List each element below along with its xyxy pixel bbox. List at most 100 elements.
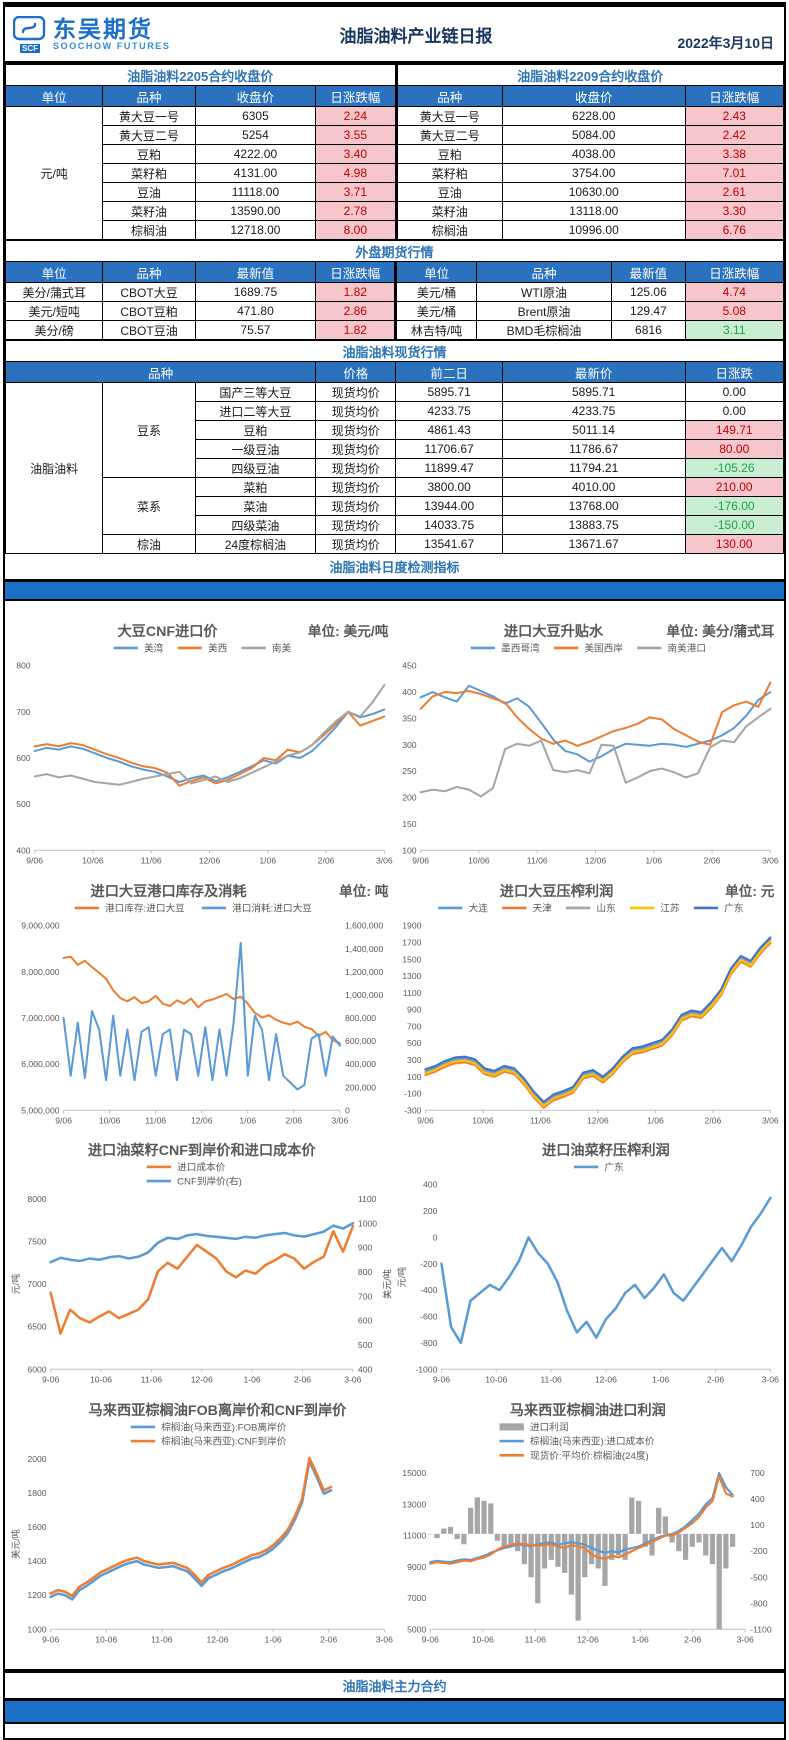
svg-text:3/06: 3/06 (331, 1115, 348, 1125)
svg-text:美元/吨: 美元/吨 (381, 1269, 392, 1299)
daily-change: 2.42 (684, 125, 785, 145)
svg-text:9/06: 9/06 (412, 855, 429, 865)
product-name: 豆油 (394, 182, 503, 202)
svg-text:600,000: 600,000 (345, 1036, 376, 1046)
spot-market-quotes: 油脂油料现货行情 品种 价格 前二日 最新价 日涨跌 油脂油料 豆系 国产三等大豆 现货均价 589… (4, 340, 784, 554)
svg-text:墨西哥湾: 墨西哥湾 (501, 642, 540, 654)
svg-text:13000: 13000 (402, 1499, 426, 1509)
svg-text:9-06: 9-06 (42, 1634, 59, 1644)
chart-canvas-palm-fob-cnf: 马来西亚棕榈油FOB离岸价和CNF到岸价棕榈油(马来西亚):FOB离岸价棕榈油(… (10, 1402, 393, 1644)
svg-text:进口油菜籽压榨利润: 进口油菜籽压榨利润 (542, 1142, 670, 1159)
svg-text:10-06: 10-06 (485, 1375, 507, 1385)
chart-title-rapeseed-crush-margin: 进口油菜籽压榨利润 (542, 1142, 670, 1159)
price-type: 现货均价 (315, 458, 397, 478)
series-美国西岸 (419, 681, 771, 747)
series-南美 (33, 684, 386, 786)
svg-text:进口成本价: 进口成本价 (177, 1162, 225, 1174)
svg-text:港口消耗:进口大豆: 港口消耗:进口大豆 (232, 902, 312, 914)
daily-change: 4.74 (684, 282, 785, 302)
svg-text:500: 500 (358, 1340, 373, 1350)
svg-text:700: 700 (358, 1291, 373, 1301)
series-进口利润 (427, 1497, 735, 1630)
latest-price: 11786.67 (501, 439, 686, 459)
table-row: 棕油 24度棕榈油 现货均价 13541.67 13671.67 130.00 (6, 534, 784, 554)
prev-price: 13541.67 (395, 534, 503, 554)
chart-title-port-inventory-consumption: 进口大豆港口库存及消耗 单位: 吨 (91, 883, 389, 900)
prev-price: 3800.00 (395, 477, 503, 497)
product-name: 菜籽油 (394, 201, 503, 221)
svg-text:9000: 9000 (407, 1562, 426, 1572)
product-name: 棕榈油 (102, 220, 196, 240)
svg-text:单位: 美元/吨: 单位: 美元/吨 (308, 623, 389, 639)
blue-divider-bar-bottom (5, 1701, 784, 1725)
svg-text:2-06: 2-06 (294, 1375, 311, 1385)
svg-text:1700: 1700 (402, 937, 421, 947)
scf-badge: SCF (20, 43, 40, 53)
svg-text:11-06: 11-06 (151, 1634, 173, 1644)
svg-text:3-06: 3-06 (761, 1375, 778, 1385)
product-name: 菜籽粕 (102, 163, 196, 183)
daily-change: 6.76 (684, 220, 785, 240)
chart-axes-soybean-crush-margin: -300 -100 100 300 500 700 900 1100 1300 1500 1700 1… (402, 920, 779, 1125)
close-price: 13118.00 (501, 201, 686, 221)
daily-change: 2.86 (315, 301, 397, 321)
product-name: 四级菜油 (194, 515, 317, 535)
svg-text:棕榈油(马来西亚):CNF到岸价: 棕榈油(马来西亚):CNF到岸价 (161, 1435, 286, 1447)
svg-text:2/06: 2/06 (704, 1115, 721, 1125)
svg-text:12-06: 12-06 (594, 1375, 616, 1385)
daily-change: 0.00 (684, 382, 784, 402)
svg-text:-400: -400 (420, 1285, 437, 1295)
unit-cell: 美分/磅 (4, 320, 104, 340)
svg-text:9-06: 9-06 (42, 1375, 59, 1385)
close-price: 13590.00 (194, 201, 317, 221)
svg-text:11000: 11000 (402, 1530, 426, 1540)
chart-title-cnf-import-price: 大豆CNF进口价 单位: 美元/吨 (117, 623, 388, 640)
series-山东 (423, 939, 771, 1106)
svg-text:100: 100 (402, 845, 417, 855)
svg-text:400: 400 (402, 687, 417, 697)
svg-text:450: 450 (402, 661, 417, 671)
svg-text:1-06: 1-06 (244, 1375, 261, 1385)
price-type: 现货均价 (315, 496, 397, 516)
svg-text:马来西亚棕榈油进口利润: 马来西亚棕榈油进口利润 (509, 1402, 665, 1419)
unit-cell: 美元/短吨 (4, 301, 104, 321)
svg-text:6000: 6000 (27, 1364, 46, 1374)
series-棕榈油(马来西亚):进口成本价 (428, 1471, 734, 1563)
svg-text:3/06: 3/06 (376, 855, 393, 865)
svg-text:1,000,000: 1,000,000 (345, 990, 384, 1000)
series-现货价:平均价:棕榈油(24度) (428, 1474, 734, 1565)
price-type: 现货均价 (315, 534, 397, 554)
subgroup-cell: 豆系 (102, 382, 196, 478)
close-price: 5254 (194, 125, 317, 145)
table-title-row: 油脂油料2205合约收盘价 油脂油料2209合约收盘价 (5, 64, 784, 86)
closing-2205-title: 油脂油料2205合约收盘价 (5, 64, 397, 86)
svg-text:10-06: 10-06 (471, 1634, 493, 1644)
svg-text:10/06: 10/06 (99, 1115, 121, 1125)
table-title-row: 外盘期货行情 (5, 240, 784, 262)
product-name: 国产三等大豆 (194, 382, 317, 402)
column-header: 日涨跌幅 (684, 261, 785, 283)
svg-text:-1000: -1000 (415, 1364, 437, 1374)
table-row: 豆油 11118.00 3.71 豆油 10630.00 2.61 (6, 182, 785, 202)
chart-legend-port-inventory-consumption: 港口库存:进口大豆 港口消耗:进口大豆 (74, 902, 312, 914)
report-page: SCF 东吴期货 SOOCHOW FUTURES 油脂油料产业链日报 2022年… (3, 2, 786, 1740)
svg-text:400: 400 (750, 1494, 765, 1504)
product-name: CBOT豆粕 (102, 301, 196, 321)
svg-text:11-06: 11-06 (524, 1634, 546, 1644)
svg-text:8000: 8000 (27, 1194, 46, 1204)
closing-price-table: 油脂油料2205合约收盘价 油脂油料2209合约收盘价 单位 品种 收盘价 日涨跌幅 品种收… (4, 64, 785, 240)
product-name: 豆粕 (102, 144, 196, 164)
product-name: 豆油 (102, 182, 196, 202)
svg-text:1,400,000: 1,400,000 (345, 943, 384, 953)
svg-text:山东: 山东 (596, 902, 616, 914)
latest-value: 6816 (611, 320, 686, 340)
column-header: 价格 (315, 361, 397, 383)
daily-change: 149.71 (684, 420, 784, 440)
table-header-row: 单位 品种 收盘价 日涨跌幅 品种 收盘价 日涨跌幅 (4, 85, 785, 107)
external-futures-quotes: 外盘期货行情 单位 品种 最新值 日涨跌幅 单位 品种 最新值 日涨跌幅 美分/蒲式耳 CBOT大豆… (4, 240, 785, 340)
latest-value: 125.06 (611, 282, 686, 302)
svg-text:400: 400 (358, 1364, 373, 1374)
svg-text:1000: 1000 (27, 1624, 46, 1634)
